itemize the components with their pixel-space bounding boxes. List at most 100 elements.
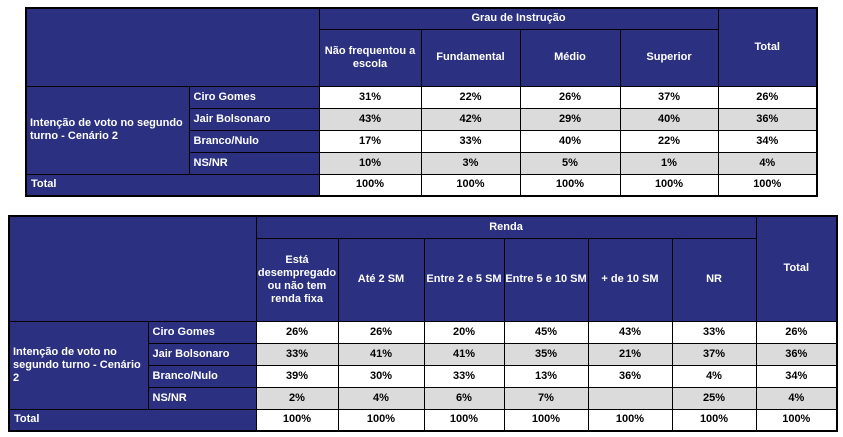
data-cell: 43% [318, 107, 422, 131]
data-cell: 25% [671, 386, 757, 410]
data-cell: 29% [519, 107, 621, 131]
data-cell: 33% [671, 320, 757, 344]
total-cell: 100% [255, 408, 339, 432]
total-cell: 100% [420, 173, 521, 197]
table-row-total: Total 100% 100% 100% 100% 100% 100% 100% [8, 408, 838, 432]
data-cell: 41% [423, 342, 505, 366]
data-cell: 21% [587, 342, 673, 366]
table-row-total: Total 100% 100% 100% 100% 100% [25, 173, 818, 197]
total-cell: 100% [717, 173, 818, 197]
row-total-cell: 26% [717, 85, 818, 109]
table-row: Está desempregado ou não tem renda fixa … [9, 237, 837, 322]
table-row: Intenção de voto no segundo turno - Cená… [25, 85, 818, 175]
row-label: NS/NR [188, 151, 320, 175]
total-cell: 100% [755, 408, 838, 432]
data-cell: 22% [420, 85, 521, 109]
table-row: Branco/Nulo 39% 30% 33% 13% 36% 4% 34% [9, 364, 838, 388]
data-cell: 7% [503, 386, 589, 410]
data-cell [587, 386, 673, 410]
data-cell: 36% [587, 364, 673, 388]
total-column-header: Total [717, 7, 818, 87]
data-cell: 37% [619, 85, 719, 109]
data-cell: 10% [318, 151, 422, 175]
table-row: Branco/Nulo 17% 33% 40% 22% 34% [26, 129, 818, 153]
data-cell: 26% [337, 320, 425, 344]
data-cell: 5% [519, 151, 621, 175]
data-cell: 13% [503, 364, 589, 388]
data-cell: 33% [255, 342, 339, 366]
total-column-header: Total [755, 215, 838, 322]
table-row: Grau de Instrução Total [25, 7, 818, 87]
data-cell: 40% [619, 107, 719, 131]
data-cell: 33% [423, 364, 505, 388]
row-total-cell: 34% [755, 364, 838, 388]
row-total-cell: 4% [717, 151, 818, 175]
column-header: NR [671, 237, 757, 322]
total-cell: 100% [519, 173, 621, 197]
row-label: Branco/Nulo [147, 364, 257, 388]
column-header: Está desempregado ou não tem renda fixa [255, 237, 339, 322]
data-cell: 30% [337, 364, 425, 388]
row-total-cell: 34% [717, 129, 818, 153]
column-header: Até 2 SM [337, 237, 425, 322]
data-cell: 1% [619, 151, 719, 175]
data-cell: 22% [619, 129, 719, 153]
total-cell: 100% [318, 173, 422, 197]
data-cell: 43% [587, 320, 673, 344]
data-cell: 4% [671, 364, 757, 388]
row-label: Jair Bolsonaro [147, 342, 257, 366]
column-header: Superior [619, 28, 719, 87]
total-cell: 100% [337, 408, 425, 432]
row-label: Branco/Nulo [188, 129, 320, 153]
row-label: Jair Bolsonaro [188, 107, 320, 131]
data-cell: 26% [255, 320, 339, 344]
table-row: Jair Bolsonaro 43% 42% 29% 40% 36% [26, 107, 818, 131]
total-cell: 100% [423, 408, 505, 432]
data-cell: 3% [420, 151, 521, 175]
total-cell: 100% [619, 173, 719, 197]
column-header: Fundamental [420, 28, 521, 87]
table-row: Renda Total [8, 215, 838, 322]
data-cell: 39% [255, 364, 339, 388]
row-block-label: Intenção de voto no segundo turno - Cená… [25, 85, 190, 175]
data-cell: 6% [423, 386, 505, 410]
row-total-cell: 26% [755, 320, 838, 344]
data-cell: 42% [420, 107, 521, 131]
column-header: Entre 2 e 5 SM [423, 237, 505, 322]
table-income: Renda Total Está desempregado ou não tem… [8, 215, 839, 432]
data-cell: 40% [519, 129, 621, 153]
row-label: Ciro Gomes [188, 85, 320, 109]
table-row: NS/NR 2% 4% 6% 7% 25% 4% [9, 386, 838, 410]
corner-cell [8, 215, 257, 322]
data-cell: 37% [671, 342, 757, 366]
total-cell: 100% [503, 408, 589, 432]
group-header: Grau de Instrução [318, 7, 719, 30]
data-cell: 45% [503, 320, 589, 344]
corner-cell [25, 7, 320, 87]
row-total-cell: 36% [755, 342, 838, 366]
table-row: NS/NR 10% 3% 5% 1% 4% [26, 151, 818, 175]
column-header: Entre 5 e 10 SM [503, 237, 589, 322]
column-header: Médio [519, 28, 621, 87]
data-cell: 2% [255, 386, 339, 410]
row-label: NS/NR [147, 386, 257, 410]
column-header: Não frequentou a escola [318, 28, 422, 87]
total-row-label: Total [8, 408, 257, 432]
table-education: Grau de Instrução Total Não frequentou a… [25, 7, 819, 197]
total-cell: 100% [671, 408, 757, 432]
data-cell: 31% [318, 85, 422, 109]
data-cell: 35% [503, 342, 589, 366]
row-block-label: Intenção de voto no segundo turno - Cená… [8, 320, 149, 410]
data-cell: 41% [337, 342, 425, 366]
column-header: + de 10 SM [587, 237, 673, 322]
data-cell: 26% [519, 85, 621, 109]
data-cell: 17% [318, 129, 422, 153]
total-cell: 100% [587, 408, 673, 432]
data-cell: 20% [423, 320, 505, 344]
row-total-cell: 4% [755, 386, 838, 410]
table-row: Intenção de voto no segundo turno - Cená… [8, 320, 838, 410]
data-cell: 33% [420, 129, 521, 153]
row-label: Ciro Gomes [147, 320, 257, 344]
total-row-label: Total [25, 173, 320, 197]
